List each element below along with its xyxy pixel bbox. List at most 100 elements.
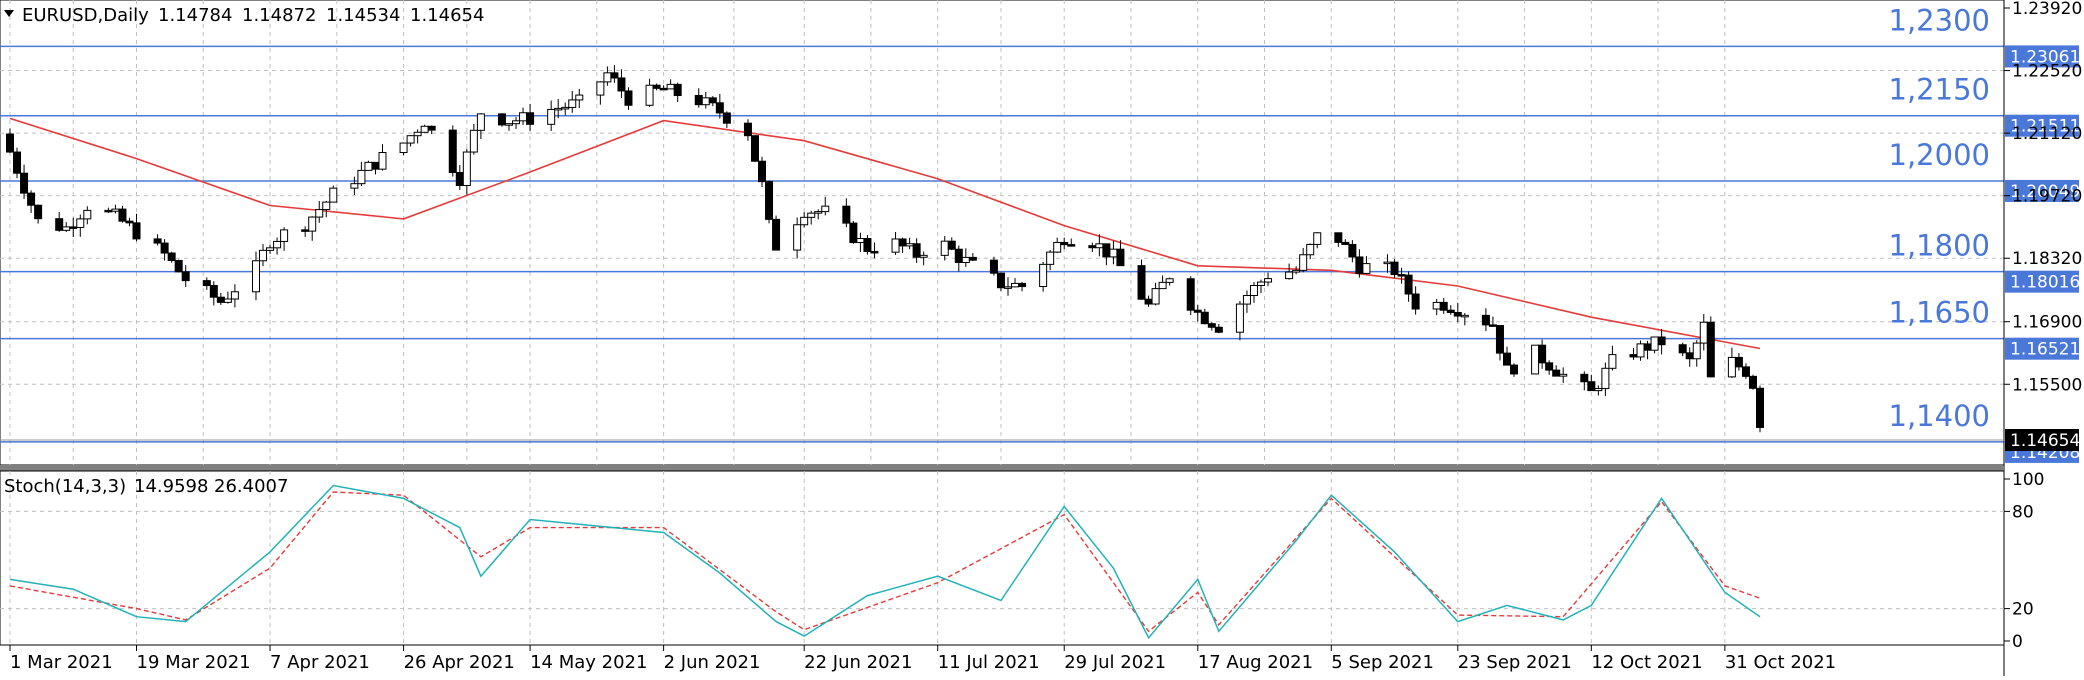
candle-body [1257,281,1266,286]
candle-body [673,83,682,97]
candle-body [1685,352,1694,360]
candle-body [364,161,373,171]
candle-body [118,208,127,222]
candle-body [1748,375,1757,389]
collapse-triangle-icon[interactable] [4,10,14,17]
candle-body [167,252,176,261]
candle-body [469,129,478,153]
candle-body [329,187,338,203]
candle-body [547,108,556,125]
candle-body [104,209,113,213]
candle-body [476,113,485,131]
candle-body [694,95,703,106]
candle-body [1151,288,1160,305]
low-value: 1.14534 [326,5,400,26]
candle-body [765,181,774,220]
candle-body [497,113,506,126]
candle-body [800,216,809,226]
candle-body [645,84,654,106]
symbol-label: EURUSD,Daily [22,5,149,26]
candle-body [989,259,998,274]
date-tick-label: 26 Apr 2021 [404,652,515,673]
candle-body [568,99,577,108]
candle-body [1102,243,1111,258]
candle-body [1116,248,1125,267]
date-tick-label: 7 Apr 2021 [270,652,370,673]
candle-body [1158,281,1167,290]
candle-body [1453,311,1462,317]
candle-body [772,218,781,251]
candle-body [280,229,289,242]
level-badge-text: 1.18016 [2010,273,2080,293]
candle-body [1186,278,1195,311]
level-label: 1,1400 [1889,399,1990,433]
price-tick-label: 1.21120 [2012,124,2082,144]
main-pane[interactable] [0,0,2005,466]
candle-body [1018,282,1027,288]
candle-body [1235,303,1244,333]
candle-body [1741,366,1750,377]
candle-body [1313,232,1322,245]
time-axis[interactable]: 1 Mar 2021 19 Mar 2021 7 Apr 2021 26 Apr 20… [9,645,1836,673]
candle-body [1699,321,1708,344]
candle-body [666,83,675,90]
stochastic-pane[interactable] [0,470,2005,646]
level-badge-text: 1.16521 [2010,340,2080,360]
candle-body [1481,314,1490,326]
candle-body [1643,343,1652,351]
price-axis[interactable]: 1.23920 1.22520 1.21120 1.19720 1.18320 1.169… [2003,0,2082,676]
level-badge-text: 1.20049 [2010,182,2080,202]
stochastic-main-value: 14.9598 [134,476,208,497]
candle-body [870,250,879,254]
date-tick-label: 1 Mar 2021 [10,652,113,673]
candle-body [898,238,907,247]
candle-body [1193,309,1202,313]
candle-body [1488,324,1497,327]
candle-body [322,201,331,211]
candle-body [722,112,731,124]
candle-body [1446,309,1455,313]
candle-body [842,205,851,224]
candle-body [610,72,619,79]
candle-body [1383,261,1392,265]
candle-body [1510,364,1519,375]
candle-body [1706,321,1715,378]
stochastic-name: Stoch(14,3,3) [4,476,126,497]
candle-body [69,226,78,229]
candle-body [961,256,970,264]
pane-separator[interactable] [0,466,2004,471]
high-value: 1.14872 [242,5,316,26]
candle-body [1439,301,1448,311]
candle-body [1011,282,1020,288]
candle-body [1214,326,1223,333]
candle-body [34,204,43,220]
candle-body [1095,243,1104,249]
level-badge [2005,114,2079,137]
candle-body [596,81,605,96]
candle-body [1692,342,1701,360]
open-value: 1.14784 [158,5,232,26]
candle-body [624,90,633,106]
horizontal-levels[interactable]: 1,23001.230611,21501.215111,20001.200491… [0,3,2080,463]
candle-body [251,260,260,293]
candle-body [1756,387,1764,428]
candle-body [1545,362,1554,371]
candle-body [1397,274,1406,277]
level-badge-text: 1.21511 [2010,117,2080,137]
candle-body [1559,373,1568,377]
candle-body [1601,367,1610,390]
candle-body [814,211,823,214]
candle-body [1580,373,1589,383]
stochastic-tick-label: 20 [2012,600,2034,620]
level-label: 1,2000 [1889,138,1990,172]
candle-body [181,271,190,282]
chart-header: EURUSD,Daily 1.14784 1.14872 1.14534 1.1… [4,5,484,26]
candle-body [1362,263,1371,274]
candle-body [259,249,268,262]
candle-body [1657,336,1666,346]
candle-body [1650,336,1659,351]
candle-body [1242,295,1251,305]
moving-average-line [9,117,1761,350]
